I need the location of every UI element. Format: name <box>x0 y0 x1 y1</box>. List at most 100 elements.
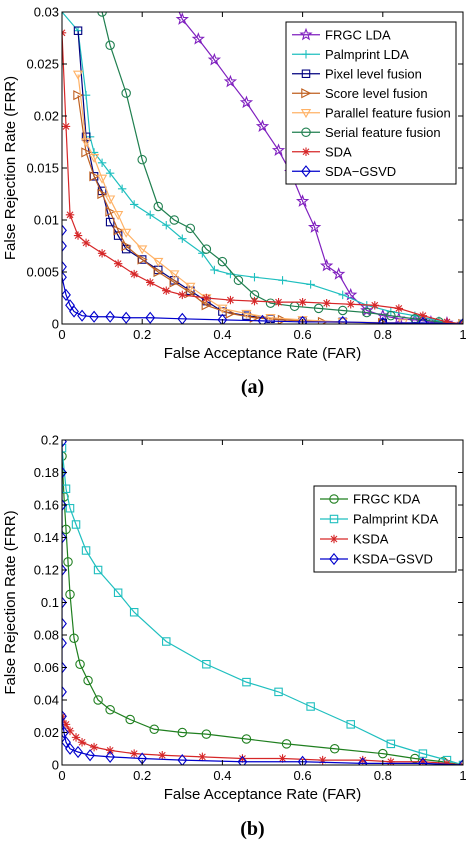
data-point <box>105 169 115 178</box>
data-point <box>153 266 164 278</box>
data-point <box>73 745 83 759</box>
data-point <box>62 637 67 650</box>
data-point <box>153 201 163 212</box>
data-point <box>458 317 463 324</box>
legend-marker <box>300 109 312 119</box>
legend-label: KSDA−GSVD <box>353 552 433 567</box>
data-point <box>113 259 123 268</box>
data-point <box>62 260 67 273</box>
panel-caption: (a) <box>241 376 264 398</box>
legend-marker <box>301 147 311 156</box>
x-tick-label: 0.6 <box>294 327 312 342</box>
data-point <box>62 524 71 535</box>
data-point <box>105 310 116 323</box>
data-point <box>298 297 307 307</box>
data-point <box>378 748 388 759</box>
data-point <box>77 309 87 322</box>
y-tick-label: 0.08 <box>34 628 59 643</box>
data-point <box>418 311 428 320</box>
legend-marker <box>329 534 339 544</box>
data-point <box>225 308 236 319</box>
data-point <box>185 223 196 234</box>
data-point <box>137 254 148 265</box>
data-point <box>278 276 287 285</box>
legend-marker <box>301 69 311 79</box>
data-point <box>318 755 327 765</box>
data-point <box>394 304 404 313</box>
data-point <box>105 206 116 217</box>
data-point <box>113 588 123 597</box>
data-point <box>329 743 340 754</box>
data-point <box>93 565 103 575</box>
data-point <box>344 287 358 301</box>
data-point <box>297 315 308 324</box>
data-point <box>417 316 428 324</box>
x-tick-label: 0 <box>58 768 65 783</box>
legend-box <box>285 21 457 185</box>
data-point <box>89 742 99 752</box>
legend-label: Score level fusion <box>325 86 428 101</box>
x-tick-label: 0.4 <box>213 327 231 342</box>
data-point <box>97 12 107 17</box>
data-point <box>105 746 115 755</box>
data-point <box>418 757 428 765</box>
data-point <box>62 498 67 512</box>
y-tick-label: 0.02 <box>34 109 59 124</box>
data-point <box>146 278 155 287</box>
data-point <box>177 754 188 765</box>
data-point <box>149 724 159 734</box>
data-point <box>338 290 347 300</box>
legend: FRGC LDA Palmprint LDA Pixel level fusion S… <box>285 21 457 185</box>
data-point <box>250 273 259 282</box>
data-point <box>442 317 452 324</box>
data-point <box>158 751 167 760</box>
legend-marker <box>301 127 311 138</box>
data-point <box>178 290 187 300</box>
data-point <box>62 531 67 544</box>
data-point <box>242 677 251 687</box>
data-point <box>137 245 148 255</box>
y-tick-label: 0.02 <box>34 725 59 740</box>
data-point <box>177 312 188 324</box>
data-point <box>162 286 171 295</box>
data-point <box>104 195 116 205</box>
data-point <box>105 40 115 51</box>
data-point <box>80 138 92 148</box>
y-tick-label: 0.015 <box>26 161 59 176</box>
data-point <box>320 258 334 272</box>
data-point <box>362 307 372 318</box>
x-tick-label: 0.2 <box>133 768 151 783</box>
y-tick-label: 0.14 <box>34 530 59 545</box>
data-point <box>73 231 83 240</box>
data-point <box>71 733 81 742</box>
data-point <box>62 710 67 723</box>
data-point <box>62 736 71 749</box>
y-tick-label: 0.18 <box>34 465 59 480</box>
data-point <box>217 313 228 324</box>
data-point <box>178 234 187 243</box>
legend-marker <box>329 552 339 566</box>
data-point <box>62 563 67 577</box>
data-point <box>223 74 238 88</box>
data-point <box>62 661 67 674</box>
y-tick-label: 0.1 <box>41 595 59 610</box>
data-point <box>297 755 308 765</box>
series-layer <box>62 12 463 324</box>
data-point <box>62 726 69 739</box>
data-point <box>113 225 124 236</box>
data-point <box>121 228 132 238</box>
data-point <box>271 143 286 156</box>
y-tick-label: 0.16 <box>34 498 59 513</box>
data-point <box>191 32 205 45</box>
data-point <box>386 310 396 321</box>
data-point <box>162 221 171 230</box>
data-point <box>257 314 268 324</box>
data-point <box>307 220 322 233</box>
data-point <box>62 239 67 253</box>
data-point <box>75 659 85 669</box>
data-point <box>274 687 283 697</box>
data-point <box>185 282 196 292</box>
legend-marker <box>301 88 312 99</box>
y-tick-label: 0.025 <box>26 57 59 72</box>
data-point <box>237 755 248 765</box>
